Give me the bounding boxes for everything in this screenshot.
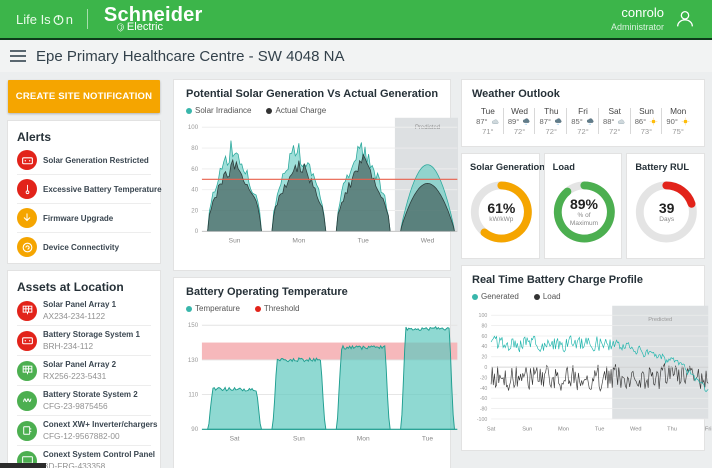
- svg-text:Sun: Sun: [229, 238, 241, 245]
- svg-text:Predicted: Predicted: [415, 125, 440, 131]
- svg-text:Tue: Tue: [422, 436, 433, 443]
- svg-text:110: 110: [188, 391, 198, 398]
- svg-text:40: 40: [191, 187, 198, 194]
- svg-text:Sun: Sun: [293, 436, 305, 443]
- svg-text:100: 100: [479, 313, 488, 319]
- svg-text:150: 150: [188, 322, 199, 329]
- svg-text:Fri: Fri: [705, 426, 712, 432]
- svg-text:80: 80: [481, 323, 487, 329]
- svg-text:0: 0: [484, 365, 487, 371]
- svg-text:Wed: Wed: [630, 426, 642, 432]
- svg-text:Predicted: Predicted: [648, 317, 672, 323]
- svg-text:-100: -100: [477, 417, 488, 423]
- svg-text:Mon: Mon: [357, 436, 370, 443]
- svg-text:40: 40: [481, 344, 487, 350]
- svg-text:-60: -60: [480, 396, 488, 402]
- svg-text:60: 60: [191, 166, 198, 173]
- svg-text:Sat: Sat: [230, 436, 240, 443]
- svg-text:Wed: Wed: [421, 238, 435, 245]
- svg-text:Mon: Mon: [558, 426, 569, 432]
- svg-text:80: 80: [191, 145, 198, 152]
- svg-text:0: 0: [195, 228, 199, 235]
- svg-text:20: 20: [191, 207, 198, 214]
- svg-text:Sat: Sat: [487, 426, 496, 432]
- svg-text:Thu: Thu: [667, 426, 677, 432]
- svg-text:Sun: Sun: [522, 426, 532, 432]
- svg-text:Mon: Mon: [292, 238, 305, 245]
- svg-text:-80: -80: [480, 407, 488, 413]
- svg-text:Tue: Tue: [358, 238, 369, 245]
- svg-text:100: 100: [188, 124, 199, 131]
- svg-text:-40: -40: [480, 386, 488, 392]
- svg-text:130: 130: [188, 357, 199, 364]
- svg-text:90: 90: [191, 426, 198, 433]
- svg-text:20: 20: [481, 355, 487, 361]
- svg-text:60: 60: [481, 334, 487, 340]
- svg-text:Tue: Tue: [595, 426, 605, 432]
- svg-text:-20: -20: [480, 375, 488, 381]
